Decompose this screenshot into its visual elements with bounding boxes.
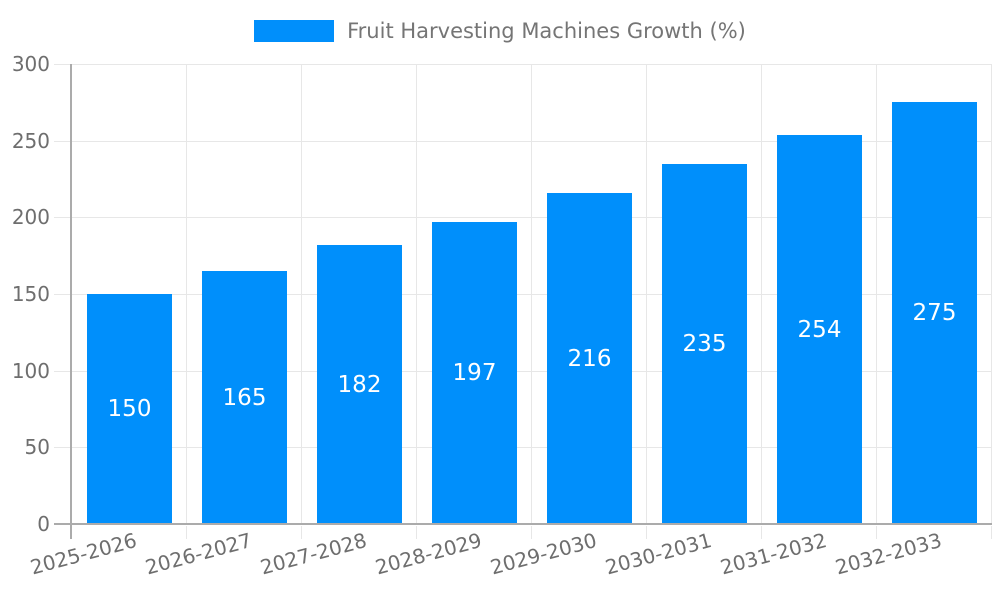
y-tick-mark bbox=[54, 447, 72, 448]
x-gridline bbox=[991, 64, 992, 524]
x-tick-label: 2030-2031 bbox=[603, 528, 715, 580]
y-tick-mark bbox=[54, 64, 72, 65]
x-gridline bbox=[186, 64, 187, 524]
bar-value-label: 216 bbox=[567, 345, 612, 372]
y-tick-mark bbox=[54, 371, 72, 372]
x-gridline bbox=[646, 64, 647, 524]
x-gridline bbox=[416, 64, 417, 524]
bar: 275 bbox=[892, 102, 977, 524]
legend-label: Fruit Harvesting Machines Growth (%) bbox=[347, 19, 746, 43]
bar-value-label: 182 bbox=[337, 371, 382, 398]
x-tick-mark bbox=[761, 526, 762, 539]
bar-value-label: 150 bbox=[107, 396, 152, 422]
y-tick-label: 300 bbox=[11, 52, 50, 76]
bar-value-label: 197 bbox=[452, 360, 497, 386]
plot-area: 150 165 182 197 216 235 254 275 bbox=[54, 64, 992, 539]
x-tick-label: 2032-2033 bbox=[833, 528, 945, 580]
y-tick-mark bbox=[54, 294, 72, 295]
bar-value-label: 165 bbox=[222, 384, 267, 411]
x-gridline bbox=[531, 64, 532, 524]
legend-swatch-icon bbox=[254, 20, 335, 42]
bar-value-label: 275 bbox=[912, 300, 957, 326]
x-tick-mark bbox=[531, 526, 532, 539]
bar: 235 bbox=[662, 164, 747, 524]
legend-item[interactable]: Fruit Harvesting Machines Growth (%) bbox=[0, 19, 1000, 43]
bar-value-label: 254 bbox=[797, 316, 842, 343]
bar: 182 bbox=[317, 245, 402, 524]
x-tick-mark bbox=[186, 526, 187, 539]
y-tick-mark bbox=[54, 141, 72, 142]
y-gridline bbox=[72, 447, 992, 448]
y-gridline bbox=[72, 371, 992, 372]
x-tick-mark bbox=[301, 526, 302, 539]
bar-value-label: 235 bbox=[682, 331, 727, 357]
y-tick-label: 200 bbox=[11, 205, 50, 229]
x-gridline bbox=[876, 64, 877, 524]
y-tick-label: 50 bbox=[24, 435, 50, 459]
y-tick-label: 250 bbox=[11, 129, 50, 153]
x-tick-mark bbox=[876, 526, 877, 539]
bar: 197 bbox=[432, 222, 517, 524]
y-tick-label: 0 bbox=[37, 512, 50, 536]
x-tick-label: 2028-2029 bbox=[373, 528, 485, 580]
y-gridline bbox=[72, 294, 992, 295]
x-tick-label: 2029-2030 bbox=[488, 528, 600, 580]
x-tick-mark bbox=[991, 526, 992, 539]
x-gridline bbox=[301, 64, 302, 524]
y-gridline bbox=[72, 64, 992, 65]
x-tick-mark bbox=[416, 526, 417, 539]
x-tick-label: 2027-2028 bbox=[258, 528, 370, 580]
x-axis-line bbox=[54, 523, 992, 525]
x-tick-label: 2031-2032 bbox=[718, 528, 830, 580]
y-tick-label: 100 bbox=[11, 359, 50, 383]
y-tick-label: 150 bbox=[11, 282, 50, 306]
y-tick-mark bbox=[54, 217, 72, 218]
y-axis-line bbox=[70, 64, 72, 539]
x-tick-label: 2026-2027 bbox=[143, 528, 255, 580]
y-gridline bbox=[72, 217, 992, 218]
bar: 165 bbox=[202, 271, 287, 524]
bar: 150 bbox=[87, 294, 172, 524]
x-tick-mark bbox=[646, 526, 647, 539]
bar: 216 bbox=[547, 193, 632, 524]
bar: 254 bbox=[777, 135, 862, 524]
y-gridline bbox=[72, 141, 992, 142]
x-gridline bbox=[761, 64, 762, 524]
